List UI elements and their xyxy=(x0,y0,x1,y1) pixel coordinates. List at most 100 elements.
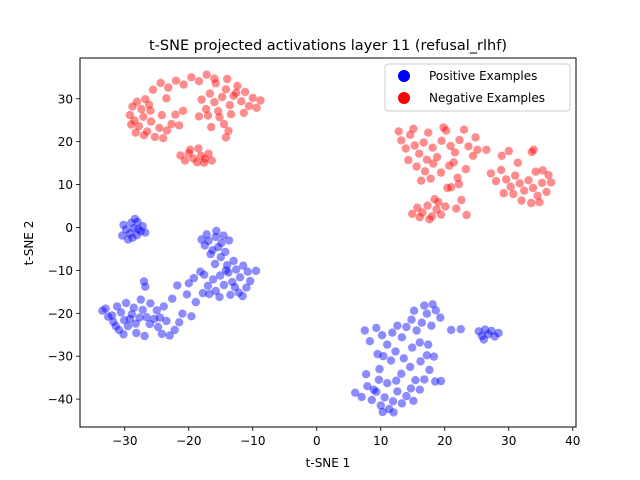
data-point xyxy=(407,315,416,324)
data-point xyxy=(194,77,204,86)
data-point xyxy=(434,198,443,207)
data-point xyxy=(454,179,464,189)
data-point xyxy=(171,110,180,119)
data-point xyxy=(491,176,501,186)
data-point xyxy=(109,317,118,327)
data-point xyxy=(422,351,432,360)
plot-frame xyxy=(79,57,577,428)
data-point xyxy=(408,209,417,218)
x-tick-label: 10 xyxy=(373,434,388,448)
x-tick-label: 0 xyxy=(313,434,321,448)
data-point xyxy=(107,311,117,320)
data-point xyxy=(146,106,155,116)
data-point xyxy=(496,165,506,175)
x-tick-label: 40 xyxy=(565,434,580,448)
data-point xyxy=(127,218,136,227)
data-point xyxy=(406,384,416,393)
data-point xyxy=(204,236,213,245)
x-tick-label: −20 xyxy=(176,434,201,448)
data-point xyxy=(155,313,165,322)
data-point xyxy=(194,112,204,121)
data-point xyxy=(455,135,464,145)
data-point xyxy=(234,288,243,297)
data-point xyxy=(361,370,371,379)
data-point xyxy=(157,329,167,339)
data-point xyxy=(132,328,141,338)
data-point xyxy=(252,103,261,113)
data-point xyxy=(378,407,387,417)
data-point xyxy=(411,376,420,385)
data-point xyxy=(529,145,538,154)
data-point xyxy=(406,362,415,372)
data-point xyxy=(146,299,155,308)
data-point xyxy=(178,309,187,318)
data-point xyxy=(372,387,381,396)
data-point xyxy=(189,273,199,283)
data-point xyxy=(217,238,226,248)
data-point xyxy=(225,101,234,110)
data-point xyxy=(244,101,254,111)
data-point xyxy=(546,178,556,187)
y-tick-label: −10 xyxy=(48,264,73,278)
data-point xyxy=(232,265,241,274)
data-point xyxy=(189,154,198,163)
data-point xyxy=(375,364,384,374)
data-point xyxy=(121,225,131,234)
data-point xyxy=(224,126,233,136)
data-point xyxy=(235,273,245,282)
data-point xyxy=(118,231,127,240)
data-point xyxy=(125,110,135,120)
data-point xyxy=(239,108,248,118)
data-point xyxy=(425,215,434,224)
y-tick-label: 20 xyxy=(58,135,73,149)
data-point xyxy=(457,195,466,205)
data-point xyxy=(402,322,411,332)
data-point xyxy=(175,318,184,327)
data-point xyxy=(420,301,429,310)
data-point xyxy=(351,388,360,397)
data-point xyxy=(208,246,217,255)
data-point xyxy=(129,224,138,233)
data-point xyxy=(431,306,440,315)
y-tick-label: −40 xyxy=(48,393,73,407)
data-point xyxy=(200,158,209,167)
data-point xyxy=(137,104,146,114)
data-point xyxy=(393,387,402,396)
data-point xyxy=(544,170,553,180)
data-point xyxy=(101,304,110,313)
data-point xyxy=(509,189,518,199)
data-point xyxy=(513,158,522,167)
data-point xyxy=(211,79,220,88)
data-point xyxy=(401,144,410,153)
data-point xyxy=(141,228,150,237)
data-point xyxy=(386,356,396,365)
data-point xyxy=(210,74,219,83)
data-point xyxy=(219,280,229,290)
data-point xyxy=(484,330,493,339)
data-point xyxy=(412,326,421,335)
data-point xyxy=(520,186,529,195)
data-point xyxy=(200,241,209,250)
data-point xyxy=(205,89,215,98)
data-point xyxy=(373,349,382,359)
y-axis-label: t-SNE 2 xyxy=(22,221,36,266)
data-point xyxy=(150,314,159,324)
data-point xyxy=(216,271,225,280)
data-point xyxy=(397,136,406,145)
data-point xyxy=(365,337,375,346)
data-point xyxy=(372,323,381,333)
data-point xyxy=(427,212,437,221)
data-point xyxy=(393,321,402,330)
data-point xyxy=(141,95,150,104)
data-point xyxy=(211,232,220,242)
data-point xyxy=(191,297,200,307)
data-point xyxy=(409,306,419,315)
data-point xyxy=(446,141,455,151)
data-point xyxy=(144,100,154,110)
data-point xyxy=(210,98,219,107)
data-point xyxy=(185,145,195,154)
data-point xyxy=(357,392,366,402)
data-point xyxy=(228,277,237,287)
data-point xyxy=(134,225,143,234)
